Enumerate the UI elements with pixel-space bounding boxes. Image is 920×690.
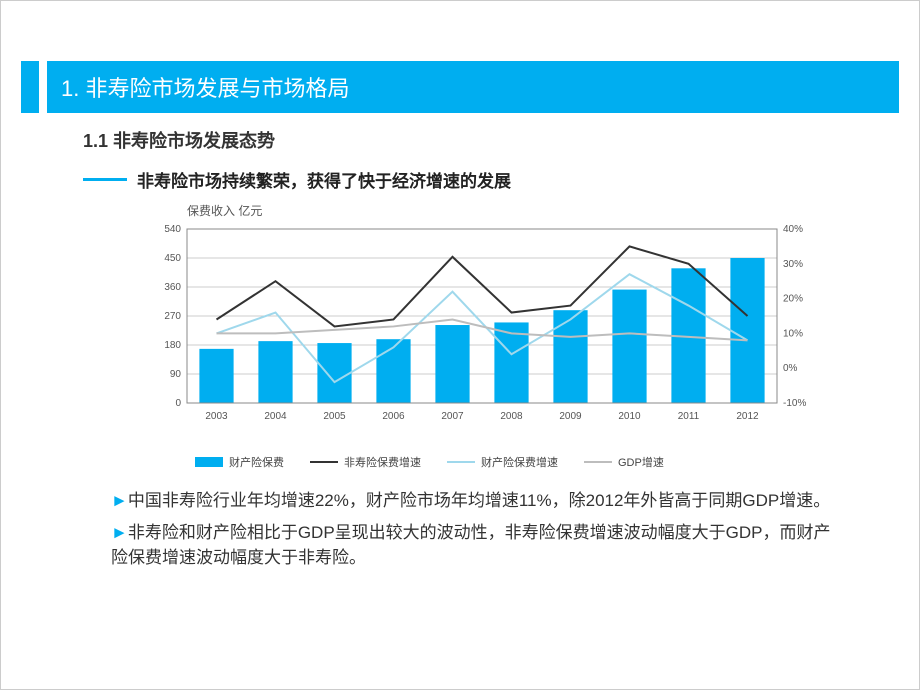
legend-label: GDP增速 <box>618 454 664 470</box>
svg-text:270: 270 <box>164 311 181 322</box>
svg-text:30%: 30% <box>783 259 803 270</box>
body-paragraph-1: ►中国非寿险行业年均增速22%，财产险市场年均增速11%，除2012年外皆高于同… <box>111 488 839 514</box>
svg-text:40%: 40% <box>783 224 803 235</box>
svg-text:2009: 2009 <box>559 411 582 422</box>
svg-text:20%: 20% <box>783 294 803 305</box>
svg-text:0: 0 <box>175 398 181 409</box>
slide: 1. 非寿险市场发展与市场格局 1.1 非寿险市场发展态势 非寿险市场持续繁荣，… <box>1 1 919 593</box>
svg-text:450: 450 <box>164 253 181 264</box>
chart-svg: 0 90 180 270 360 450 540 -10% 0% 10% 20% 30% 40% 2003… <box>141 221 821 441</box>
legend-label: 非寿险保费增速 <box>344 454 421 470</box>
body-paragraph-2: ►非寿险和财产险相比于GDP呈现出较大的波动性，非寿险保费增速波动幅度大于GDP… <box>111 520 839 571</box>
svg-text:2007: 2007 <box>441 411 464 422</box>
tagline-text: 非寿险市场持续繁荣，获得了快于经济增速的发展 <box>137 167 511 192</box>
svg-text:180: 180 <box>164 340 181 351</box>
svg-text:540: 540 <box>164 224 181 235</box>
svg-text:2012: 2012 <box>736 411 759 422</box>
legend-item: 财产险保费 <box>195 454 284 470</box>
svg-text:-10%: -10% <box>783 398 806 409</box>
header: 1. 非寿险市场发展与市场格局 <box>21 61 899 113</box>
svg-text:2003: 2003 <box>205 411 228 422</box>
svg-text:360: 360 <box>164 282 181 293</box>
svg-text:10%: 10% <box>783 328 803 339</box>
legend-label: 财产险保费 <box>229 454 284 470</box>
legend-label: 财产险保费增速 <box>481 454 558 470</box>
sub-heading: 1.1 非寿险市场发展态势 <box>83 127 899 153</box>
paragraph-text: 非寿险和财产险相比于GDP呈现出较大的波动性，非寿险保费增速波动幅度大于GDP，… <box>111 523 831 568</box>
legend-item: 财产险保费增速 <box>447 454 558 470</box>
legend-item: 非寿险保费增速 <box>310 454 421 470</box>
bullet-icon: ► <box>111 523 128 542</box>
legend-swatch-line-icon <box>584 461 612 463</box>
svg-text:2004: 2004 <box>264 411 287 422</box>
chart-inner-title: 保费收入 亿元 <box>187 202 821 219</box>
svg-text:0%: 0% <box>783 363 798 374</box>
header-title: 1. 非寿险市场发展与市场格局 <box>47 61 899 113</box>
svg-text:2005: 2005 <box>323 411 346 422</box>
chart-legend: 财产险保费 非寿险保费增速 财产险保费增速 GDP增速 <box>195 454 821 470</box>
legend-swatch-line-icon <box>310 461 338 463</box>
header-accent-chip <box>21 61 39 113</box>
svg-text:2006: 2006 <box>382 411 405 422</box>
tagline-row: 非寿险市场持续繁荣，获得了快于经济增速的发展 <box>83 167 899 192</box>
legend-swatch-bar-icon <box>195 457 223 467</box>
paragraph-text: 中国非寿险行业年均增速22%，财产险市场年均增速11%，除2012年外皆高于同期… <box>128 491 830 510</box>
svg-text:2010: 2010 <box>618 411 641 422</box>
legend-item: GDP增速 <box>584 454 664 470</box>
svg-text:90: 90 <box>170 369 182 380</box>
tagline-dash-icon <box>83 178 127 181</box>
legend-swatch-line-icon <box>447 461 475 463</box>
bullet-icon: ► <box>111 491 128 510</box>
chart: 保费收入 亿元 0 90 180 270 360 450 540 -10% 0% 10% 20% 30… <box>141 202 821 470</box>
svg-text:2008: 2008 <box>500 411 523 422</box>
svg-text:2011: 2011 <box>678 411 700 422</box>
